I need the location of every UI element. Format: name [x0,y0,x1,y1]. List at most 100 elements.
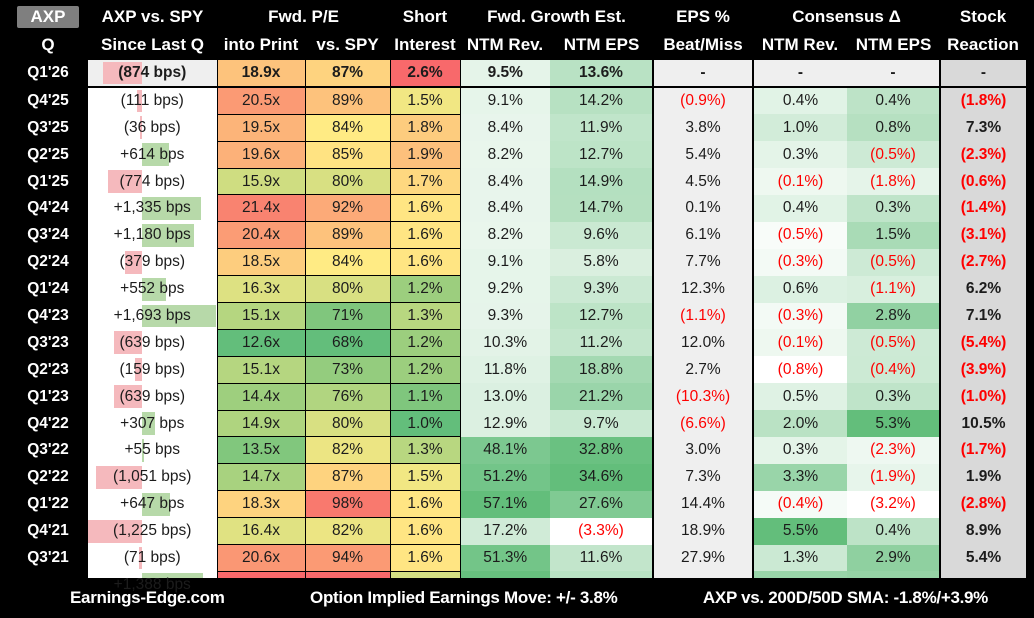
cell-fwd-pe: 13.5x [216,436,306,465]
header-growth-ntm-eps: NTM EPS [550,31,653,60]
cell-stock-reaction: 7.1% [939,302,1027,330]
positive-data-bar [141,223,194,247]
cell-consensus-ntm-rev: (0.3%) [753,248,847,276]
table-row: Q1'22 +647 bps 18.3x 98% 1.6% 57.1% 27.6% 14.4%… [8,490,1027,519]
cell-consensus-ntm-rev: 0.4% [753,194,847,222]
cell-consensus-ntm-eps: 0.4% [847,86,942,115]
cell-ntm-rev-growth: 51.2% [460,463,550,491]
negative-data-bar [103,61,142,84]
cell-since-last-q: +614 bps [88,141,217,169]
cell-consensus-ntm-eps: 2.9% [847,544,942,572]
cell-pe-vs-spy: 84% [304,248,391,277]
cell-fwd-pe: 21.4x [216,194,306,223]
cell-ntm-eps-growth: 27.6% [550,490,653,518]
cell-short-interest: 1.2% [389,355,461,384]
cell-since-last-q: (874 bps) [88,59,217,88]
cell-eps-beat-miss: 7.3% [652,463,754,491]
footer-bar: Earnings-Edge.com Option Implied Earning… [0,578,1034,618]
table-row: Q2'25 +614 bps 19.6x 85% 1.9% 8.2% 12.7% 5.4% 0.… [8,140,1027,169]
cell-fwd-pe: 19.5x [216,113,306,142]
table-row: Q4'23 +1,693 bps 15.1x 71% 1.3% 9.3% 12.7% (1.1… [8,302,1027,330]
cell-stock-reaction: (5.4%) [939,329,1027,357]
cell-short-interest: 1.0% [389,409,461,438]
cell-ntm-eps-growth: 21.2% [550,383,653,411]
cell-fwd-pe: 20.4x [216,221,306,250]
stats-table-container: AXP AXP vs. SPY Fwd. P/E Short Fwd. Grow… [8,3,1027,599]
cell-ntm-eps-growth: 9.7% [550,410,653,437]
cell-eps-beat-miss: 2.7% [652,356,754,384]
cell-fwd-pe: 14.9x [216,409,306,438]
cell-pe-vs-spy: 84% [304,113,391,142]
header-consensus-ntm-eps: NTM EPS [847,31,941,60]
cell-since-last-q: +647 bps [88,490,217,518]
cell-eps-beat-miss: 6.1% [652,221,754,249]
header-growth-ntm-rev: NTM Rev. [460,31,550,60]
cell-quarter: Q1'25 [8,168,88,195]
cell-consensus-ntm-rev: 5.5% [753,517,847,545]
cell-ntm-rev-growth: 8.4% [460,114,550,142]
cell-ntm-rev-growth: 10.3% [460,329,550,357]
cell-consensus-ntm-rev: (0.1%) [753,329,847,357]
cell-consensus-ntm-rev: (0.1%) [753,168,847,195]
cell-pe-vs-spy: 92% [304,194,391,223]
cell-short-interest: 1.2% [389,275,461,304]
negative-data-bar [138,546,142,570]
cell-ntm-eps-growth: 14.2% [550,86,653,115]
cell-ntm-rev-growth: 9.1% [460,86,550,115]
ticker-badge: AXP [16,6,80,28]
cell-stock-reaction: (2.7%) [939,248,1027,276]
positive-data-bar [141,438,145,462]
cell-consensus-ntm-rev: 3.3% [753,463,847,491]
cell-consensus-ntm-rev: (0.4%) [753,490,847,518]
cell-pe-vs-spy: 71% [304,302,391,330]
cell-consensus-ntm-rev: 0.6% [753,275,847,303]
cell-stock-reaction: (1.7%) [939,436,1027,464]
cell-since-last-q: +307 bps [88,410,217,437]
cell-ntm-rev-growth: 17.2% [460,517,550,545]
cell-since-last-q: (111 bps) [88,86,217,115]
cell-consensus-ntm-eps: (1.1%) [847,275,942,303]
cell-short-interest: 1.3% [389,436,461,465]
header-short: Short [390,3,460,31]
cell-eps-beat-miss: 5.4% [652,141,754,169]
cell-stock-reaction: (3.9%) [939,356,1027,384]
cell-since-last-q: (36 bps) [88,114,217,142]
cell-pe-vs-spy: 76% [304,382,391,411]
cell-consensus-ntm-rev: 0.5% [753,383,847,411]
cell-consensus-ntm-rev: 0.3% [753,141,847,169]
header-eps-pct: EPS % [653,3,753,31]
negative-data-bar [125,250,142,274]
cell-eps-beat-miss: 18.9% [652,517,754,545]
cell-ntm-rev-growth: 51.3% [460,544,550,572]
cell-short-interest: 1.1% [389,382,461,411]
ticker-cell: AXP [8,3,88,31]
header-vs-spy: vs. SPY [305,31,390,60]
earnings-stats-table: AXP AXP vs. SPY Fwd. P/E Short Fwd. Grow… [8,3,1027,599]
cell-quarter: Q1'24 [8,275,88,303]
cell-stock-reaction: (1.0%) [939,383,1027,411]
cell-quarter: Q3'23 [8,329,88,357]
cell-ntm-eps-growth: 14.9% [550,168,653,195]
cell-short-interest: 1.3% [389,302,461,330]
cell-short-interest: 1.2% [389,328,461,357]
table-row: Q3'23 (639 bps) 12.6x 68% 1.2% 10.3% 11.2% 12.0… [8,328,1027,357]
header-consensus-delta-group: Consensus Δ [753,3,941,31]
cell-ntm-eps-growth: 32.8% [550,436,653,464]
footer-site-link[interactable]: Earnings-Edge.com [70,588,225,607]
cell-consensus-ntm-rev: 1.3% [753,544,847,572]
cell-ntm-eps-growth: (3.3%) [550,517,653,545]
positive-data-bar [141,277,167,301]
positive-data-bar [141,196,201,220]
table-row: Q3'25 (36 bps) 19.5x 84% 1.8% 8.4% 11.9% 3.8% 1.… [8,113,1027,142]
cell-eps-beat-miss: 0.1% [652,194,754,222]
cell-quarter: Q4'23 [8,302,88,330]
cell-consensus-ntm-eps: 2.8% [847,302,942,330]
cell-consensus-ntm-eps: 0.3% [847,383,942,411]
footer-implied-move: Option Implied Earnings Move: +/- 3.8% [310,588,618,607]
cell-stock-reaction: 5.4% [939,544,1027,572]
cell-fwd-pe: 15.9x [216,167,306,196]
cell-since-last-q: +1,693 bps [88,302,217,330]
cell-stock-reaction: 1.9% [939,463,1027,491]
cell-consensus-ntm-eps: (2.3%) [847,436,942,464]
